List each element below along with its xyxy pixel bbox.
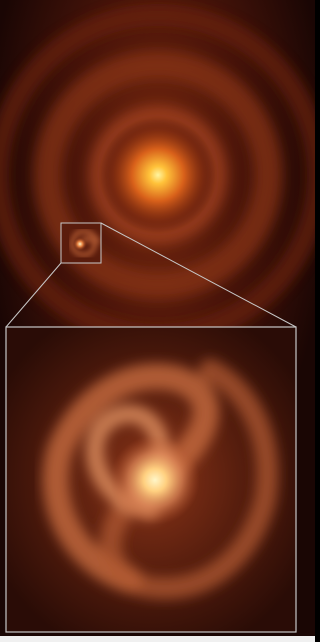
small-spiral	[61, 223, 101, 263]
simulation-image	[0, 0, 315, 642]
central-core	[100, 117, 216, 233]
bottom-border	[0, 636, 315, 642]
zoomed-spiral	[6, 327, 296, 632]
